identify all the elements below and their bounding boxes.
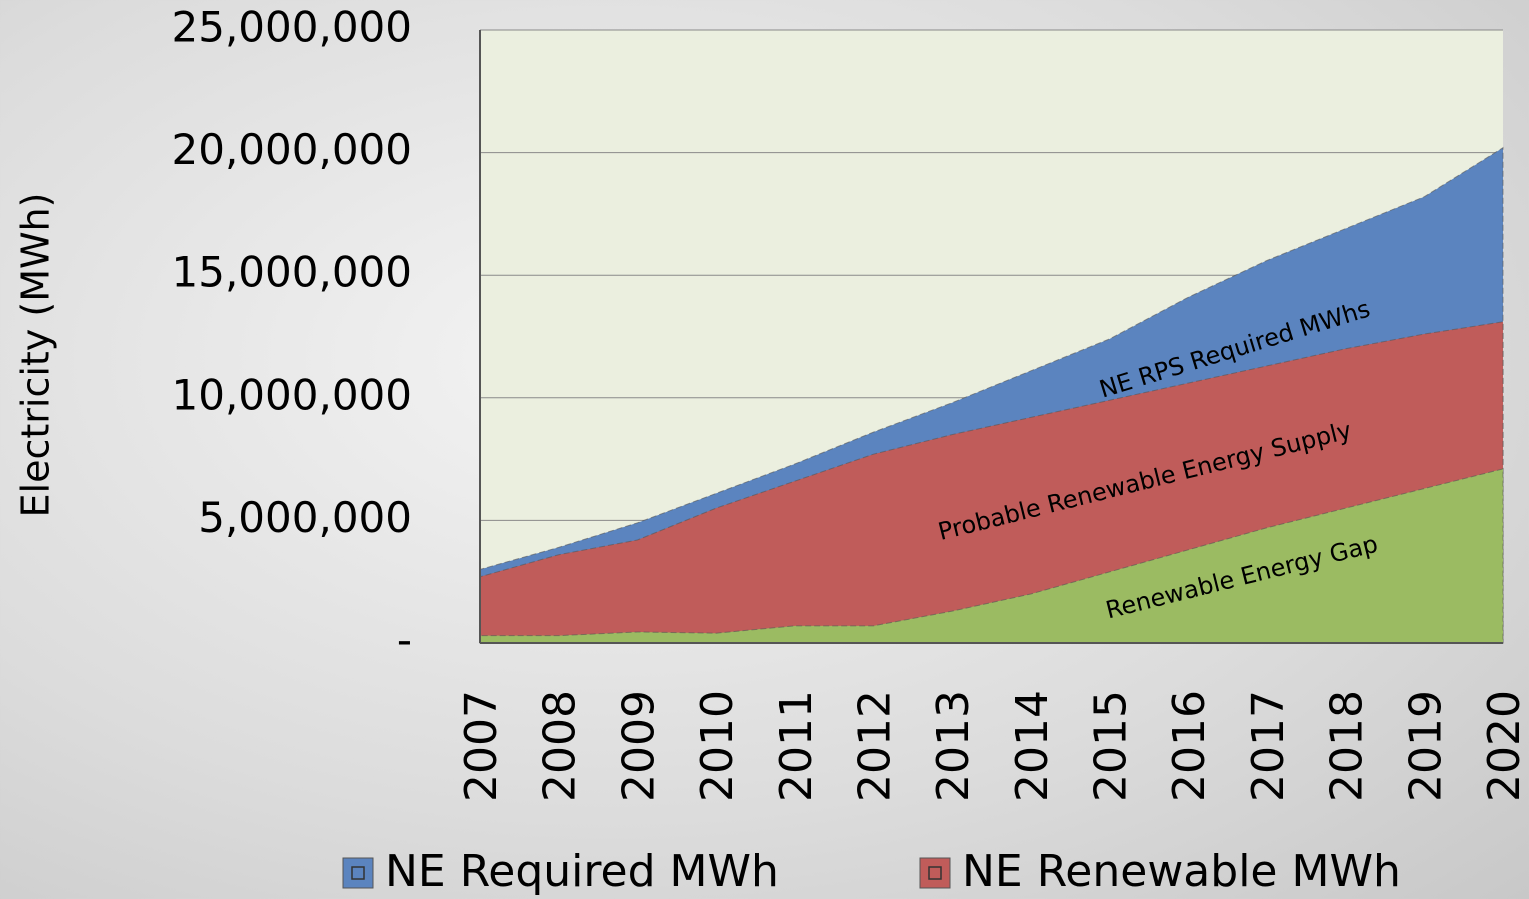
legend-label: NE Renewable MWh bbox=[962, 846, 1401, 897]
y-tick-label: 15,000,000 bbox=[172, 248, 412, 297]
y-tick-label: 10,000,000 bbox=[172, 370, 412, 419]
legend-swatch bbox=[919, 857, 951, 889]
y-tick-label: - bbox=[397, 616, 412, 665]
x-tick-label: 2010 bbox=[692, 690, 743, 802]
x-tick-label: 2007 bbox=[456, 690, 507, 802]
x-tick-label: 2016 bbox=[1164, 690, 1215, 802]
y-tick-label: 25,000,000 bbox=[172, 3, 412, 52]
x-tick-label: 2015 bbox=[1086, 690, 1137, 802]
x-tick-label: 2011 bbox=[771, 690, 822, 802]
legend-swatch-inner bbox=[928, 866, 942, 880]
y-tick-label: 5,000,000 bbox=[198, 493, 412, 542]
legend-swatch-inner bbox=[351, 866, 365, 880]
x-tick-label: 2012 bbox=[849, 690, 900, 802]
x-tick-label: 2013 bbox=[928, 690, 979, 802]
x-tick-label: 2019 bbox=[1400, 690, 1451, 802]
x-tick-label: 2018 bbox=[1322, 690, 1373, 802]
x-tick-label: 2008 bbox=[535, 690, 586, 802]
x-tick-label: 2014 bbox=[1007, 690, 1058, 802]
area bbox=[479, 468, 1504, 644]
x-tick-label: 2009 bbox=[613, 690, 664, 802]
x-tick-label: 2017 bbox=[1243, 690, 1294, 802]
x-tick-label: 2020 bbox=[1479, 690, 1529, 802]
legend-label: NE Required MWh bbox=[385, 846, 779, 897]
legend-swatch bbox=[342, 857, 374, 889]
y-tick-label: 20,000,000 bbox=[172, 125, 412, 174]
y-axis-label: Electricity (MWh) bbox=[14, 193, 58, 518]
